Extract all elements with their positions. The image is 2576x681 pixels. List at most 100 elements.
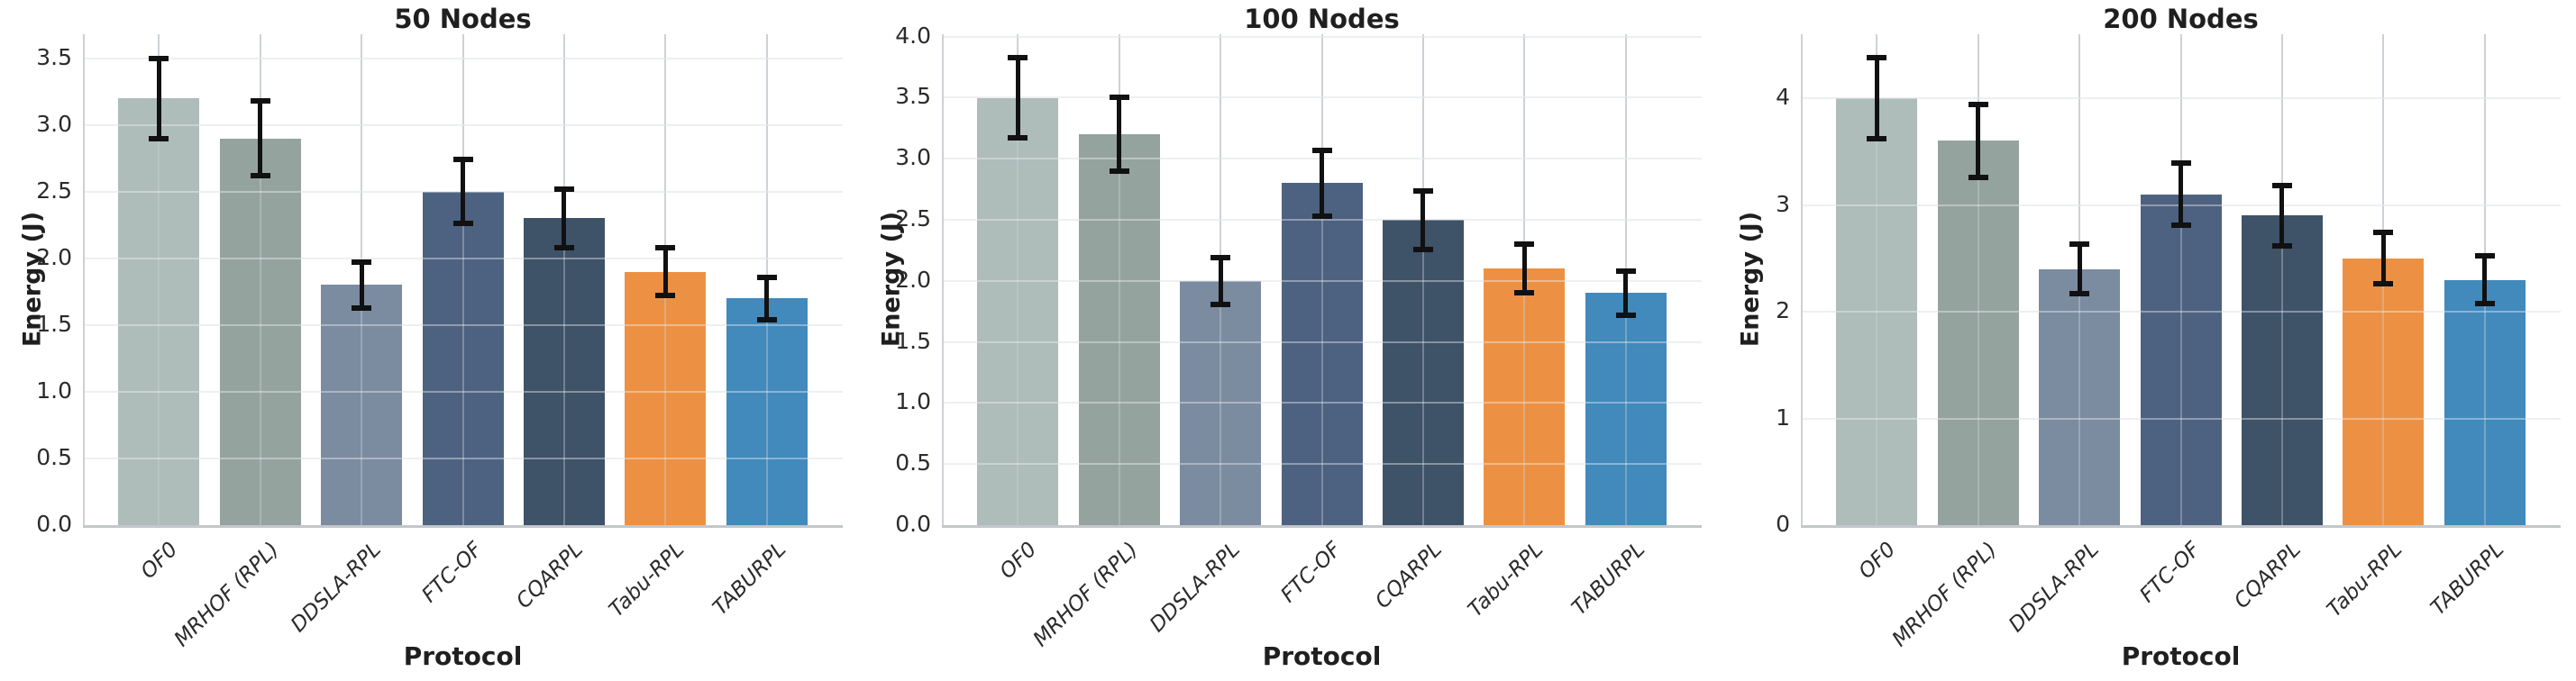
y-tick-label: 1.0	[36, 377, 72, 404]
y-axis-label: Energy (J)	[1736, 211, 1765, 348]
error-bar-cap-top	[655, 244, 676, 250]
vertical-gridline-overlay	[259, 34, 261, 525]
error-bar-cap-top	[2170, 160, 2191, 167]
x-axis-spine	[942, 525, 1702, 528]
x-axis-label: Protocol	[2121, 641, 2241, 671]
error-bar	[662, 247, 668, 296]
horizontal-gridline-overlay	[83, 257, 843, 259]
chart-title: 200 Nodes	[2103, 4, 2259, 34]
error-bar-cap-top	[1867, 55, 1887, 61]
error-bar-cap-bottom	[452, 221, 473, 227]
vertical-gridline-overlay	[2179, 34, 2182, 525]
bar	[1484, 268, 1566, 525]
y-tick-label: 4.0	[895, 22, 931, 49]
error-bar-cap-bottom	[1210, 301, 1231, 307]
vertical-gridline-overlay	[1876, 34, 1878, 525]
error-bar-cap-bottom	[1109, 168, 1129, 174]
error-bar-cap-top	[1514, 241, 1535, 248]
bar	[2444, 279, 2526, 525]
x-axis-label: Protocol	[1262, 641, 1382, 671]
vertical-gridline-overlay	[1977, 34, 1979, 525]
error-bar-cap-bottom	[1514, 290, 1535, 296]
y-axis-spine	[83, 34, 85, 525]
y-tick-label: 1.5	[36, 310, 72, 337]
bar	[118, 98, 200, 525]
bar	[2039, 268, 2121, 525]
vertical-gridline-overlay	[158, 34, 160, 525]
error-bar	[1015, 57, 1020, 139]
y-tick-label: 2.5	[36, 177, 72, 204]
bar	[1281, 183, 1363, 525]
x-tick-label: MRHOF (RPL)	[1028, 538, 1144, 652]
error-bar	[764, 277, 770, 320]
error-bar-cap-top	[1615, 268, 1636, 274]
chart-panel-200-nodes: 200 Nodes Energy (J) 0 1 2 3 4 OF0 MRHOF (RPL)…	[1718, 0, 2576, 681]
error-bar-cap-top	[2271, 183, 2292, 189]
x-axis-label: Protocol	[403, 641, 523, 671]
x-axis-spine	[83, 525, 843, 528]
bar	[219, 138, 301, 525]
horizontal-gridline-overlay	[83, 457, 843, 459]
error-bar-cap-bottom	[1311, 213, 1332, 219]
x-tick-label: FTC-OF	[1275, 538, 1346, 608]
error-bar	[2380, 232, 2386, 285]
plot-area: 0.0 0.5 1.0 1.5 2.0 2.5 3.0 3.5 4.0 OF0 MRHOF (RPL…	[895, 23, 1702, 651]
y-tick-label: 2.5	[895, 205, 931, 232]
y-axis-spine	[1801, 34, 1803, 525]
x-tick-label: DDSLA-RPL	[1145, 538, 1245, 637]
y-tick-label: 1.0	[895, 388, 931, 415]
x-tick-label: TABURPL	[1567, 538, 1650, 621]
horizontal-gridline-overlay	[83, 57, 843, 59]
horizontal-gridline-overlay	[942, 279, 1702, 282]
chart-title: 100 Nodes	[1244, 4, 1400, 34]
bar	[2343, 258, 2425, 525]
horizontal-gridline-overlay	[83, 323, 843, 326]
y-tick-label: 3.5	[895, 83, 931, 110]
y-tick-label: 0	[1776, 511, 1790, 537]
error-bar-cap-top	[553, 186, 574, 192]
horizontal-gridline-overlay	[942, 96, 1702, 99]
x-tick-label: FTC-OF	[2134, 538, 2205, 608]
y-tick-label: 0.5	[895, 449, 931, 477]
y-tick-label: 0.5	[36, 443, 72, 470]
y-tick-label: 1.5	[895, 327, 931, 354]
y-tick-label: 3.0	[36, 110, 72, 137]
vertical-gridline-overlay	[1320, 34, 1323, 525]
x-tick-label: Tabu-RPL	[1464, 538, 1548, 622]
bar	[2241, 215, 2323, 525]
x-tick-label: Tabu-RPL	[605, 538, 690, 622]
error-bar	[1623, 271, 1629, 315]
bar	[2140, 194, 2222, 525]
bar	[726, 298, 808, 525]
error-bar-cap-bottom	[1968, 174, 1988, 180]
error-bar	[359, 262, 364, 308]
error-bar	[461, 159, 465, 224]
horizontal-gridline-overlay	[83, 123, 843, 126]
y-tick-label: 2	[1776, 297, 1790, 324]
error-bar-cap-top	[1008, 54, 1028, 60]
y-tick-label: 3	[1776, 190, 1790, 217]
vertical-gridline-overlay	[461, 34, 464, 525]
error-bar	[562, 188, 567, 248]
error-bar-cap-bottom	[250, 172, 270, 178]
error-bar	[2279, 186, 2285, 246]
error-bar-cap-top	[2373, 230, 2394, 236]
bar	[625, 271, 707, 525]
error-bar-cap-bottom	[2373, 281, 2394, 287]
bar	[1180, 280, 1262, 525]
error-bar-cap-top	[1311, 147, 1332, 153]
error-bar-cap-top	[2474, 253, 2495, 259]
x-tick-label: OF0	[1854, 538, 1901, 584]
bar	[422, 191, 504, 525]
error-bar-cap-top	[452, 157, 473, 163]
x-tick-label: CQARPL	[1371, 538, 1448, 613]
error-bar	[2077, 244, 2082, 294]
vertical-gridline-overlay	[1017, 34, 1019, 525]
chart-title: 50 Nodes	[394, 4, 532, 34]
vertical-gridline-overlay	[2280, 34, 2283, 525]
error-bar-cap-top	[250, 98, 270, 104]
error-bar-cap-top	[756, 274, 777, 280]
x-tick-label: TABURPL	[708, 538, 791, 621]
error-bar-cap-top	[1412, 187, 1433, 194]
x-tick-label: DDSLA-RPL	[2004, 538, 2104, 637]
